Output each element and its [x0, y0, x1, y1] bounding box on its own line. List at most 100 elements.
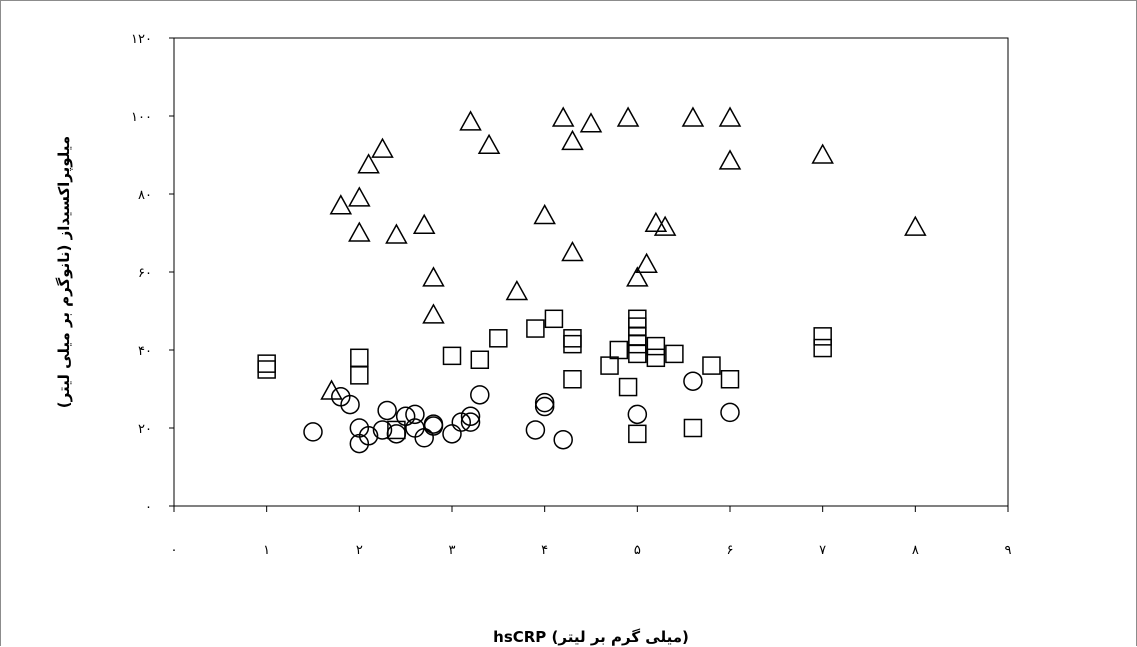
- circle-point: [442, 424, 462, 444]
- triangle-point: [385, 223, 408, 244]
- triangle-point: [551, 106, 575, 127]
- circle-point: [534, 392, 555, 413]
- data-points: [257, 106, 927, 454]
- triangle-point: [412, 213, 436, 234]
- x-tick-label: ۹: [1005, 543, 1012, 558]
- square-point: [350, 348, 369, 368]
- square-point: [563, 329, 582, 348]
- square-point: [683, 418, 703, 438]
- x-tick-label: ۰: [171, 543, 178, 558]
- triangle-point: [371, 137, 394, 158]
- triangle-point: [533, 203, 556, 225]
- square-point: [544, 309, 564, 329]
- x-tick-label: ۵: [634, 543, 641, 558]
- x-tick-label: ۱: [263, 543, 270, 558]
- square-point: [646, 348, 666, 368]
- plot-area: [173, 37, 1009, 507]
- circle-point: [377, 400, 397, 421]
- triangle-point: [561, 129, 584, 151]
- circle-point: [553, 429, 573, 450]
- square-point: [646, 336, 666, 356]
- y-axis: ۰ ۲۰ ۴۰ ۶۰ ۸۰ ۱۰۰ ۱۲۰: [131, 32, 174, 515]
- circle-point: [405, 418, 425, 438]
- square-point: [720, 370, 740, 389]
- circle-point: [405, 404, 425, 425]
- triangle-point: [635, 252, 658, 273]
- x-axis: ۰ ۱ ۲ ۳ ۴ ۵ ۶ ۷ ۸ ۹: [171, 506, 1012, 558]
- y-tick-label: ۴۰: [138, 344, 152, 359]
- y-tick-label: ۰: [145, 500, 152, 515]
- triangle-point: [718, 149, 742, 170]
- circle-point: [683, 371, 703, 391]
- y-tick-label: ۱۰۰: [131, 110, 152, 125]
- circle-point: [460, 412, 481, 432]
- circle-point: [534, 396, 555, 417]
- y-tick-label: ۱۲۰: [131, 32, 152, 47]
- x-tick-label: ۶: [727, 543, 734, 558]
- square-point: [489, 329, 508, 348]
- y-tick-label: ۸۰: [138, 188, 152, 203]
- triangle-point: [459, 110, 482, 131]
- square-point: [628, 424, 647, 444]
- triangle-point: [626, 266, 649, 287]
- triangle-point: [348, 186, 371, 207]
- square-point: [563, 334, 582, 354]
- x-tick-label: ۲: [356, 543, 363, 558]
- square-point: [442, 346, 462, 366]
- triangle-point: [718, 106, 742, 127]
- triangle-point: [477, 133, 501, 154]
- triangle-point: [616, 106, 640, 127]
- square-point: [628, 334, 647, 354]
- circle-point: [720, 402, 740, 423]
- square-point: [350, 366, 369, 385]
- circle-point: [303, 422, 323, 442]
- triangle-point: [329, 194, 353, 215]
- triangle-point: [505, 279, 529, 301]
- square-point: [813, 338, 832, 358]
- x-tick-label: ۷: [819, 543, 826, 558]
- circle-point: [451, 412, 472, 432]
- circle-point: [470, 385, 490, 405]
- x-axis-title: hsCRP (میلی گرم بر لیتر): [493, 628, 689, 646]
- square-point: [813, 327, 832, 346]
- square-point: [665, 344, 684, 364]
- circle-point: [386, 424, 407, 444]
- circle-point: [340, 394, 360, 415]
- triangle-point: [422, 266, 445, 287]
- x-tick-label: ۸: [912, 543, 919, 558]
- square-point: [563, 370, 582, 389]
- square-point: [526, 319, 545, 338]
- square-point: [702, 356, 721, 375]
- square-point: [628, 344, 647, 364]
- y-axis-title: میلوپراکسیداز (نانوگرم بر میلی لیتر): [55, 136, 74, 408]
- triangle-point: [348, 221, 371, 242]
- triangle-point: [561, 240, 584, 262]
- circle-point: [460, 406, 481, 427]
- triangle-point: [644, 211, 668, 232]
- x-tick-label: ۳: [449, 543, 456, 558]
- circle-point: [525, 420, 546, 440]
- triangle-point: [422, 303, 445, 324]
- circle-point: [627, 404, 648, 425]
- triangle-point: [357, 153, 380, 174]
- triangle-point: [904, 215, 927, 236]
- circle-point: [372, 420, 393, 440]
- square-point: [600, 356, 619, 375]
- circle-point: [358, 426, 379, 446]
- triangle-point: [811, 143, 834, 164]
- x-tick-label: ۴: [541, 543, 548, 558]
- square-point: [470, 350, 490, 369]
- triangle-point: [653, 215, 677, 236]
- square-point: [609, 340, 629, 360]
- circle-point: [423, 416, 444, 436]
- square-point: [618, 377, 638, 397]
- triangle-point: [579, 112, 603, 133]
- square-point: [257, 354, 276, 373]
- y-tick-label: ۲۰: [138, 422, 152, 437]
- triangle-point: [681, 106, 705, 127]
- circle-point: [414, 428, 434, 448]
- square-point: [257, 360, 276, 379]
- circle-point: [423, 414, 444, 434]
